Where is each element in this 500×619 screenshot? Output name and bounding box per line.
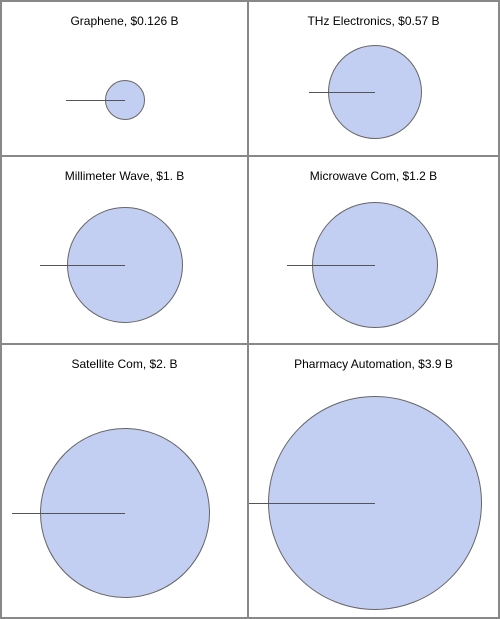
cell-satellite-com: Satellite Com, $2. B [1, 344, 248, 618]
cell-thz-electronics: THz Electronics, $0.57 B [248, 1, 499, 156]
label-satellite-com: Satellite Com, $2. B [2, 357, 247, 371]
tick-microwave-com [287, 265, 375, 266]
bubble-grid-chart: Graphene, $0.126 BTHz Electronics, $0.57… [0, 0, 500, 619]
cell-pharmacy-automation: Pharmacy Automation, $3.9 B [248, 344, 499, 618]
tick-millimeter-wave [40, 265, 125, 266]
label-graphene: Graphene, $0.126 B [2, 14, 247, 28]
label-pharmacy-automation: Pharmacy Automation, $3.9 B [249, 357, 498, 371]
tick-pharmacy-automation [249, 503, 375, 504]
tick-thz-electronics [309, 92, 375, 93]
cell-millimeter-wave: Millimeter Wave, $1. B [1, 156, 248, 344]
tick-satellite-com [12, 513, 125, 514]
cell-graphene: Graphene, $0.126 B [1, 1, 248, 156]
label-thz-electronics: THz Electronics, $0.57 B [249, 14, 498, 28]
label-microwave-com: Microwave Com, $1.2 B [249, 169, 498, 183]
label-millimeter-wave: Millimeter Wave, $1. B [2, 169, 247, 183]
cell-microwave-com: Microwave Com, $1.2 B [248, 156, 499, 344]
tick-graphene [66, 100, 125, 101]
